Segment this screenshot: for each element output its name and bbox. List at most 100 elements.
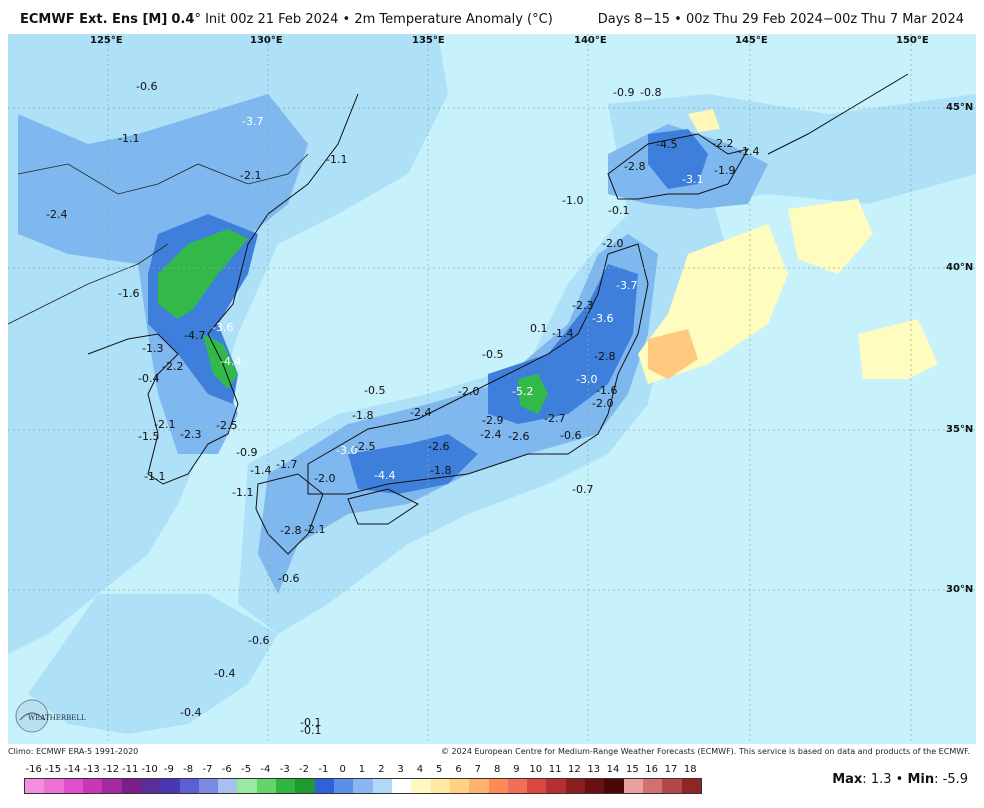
anomaly-label: -0.6 <box>248 634 269 647</box>
colorbar-tick-label: -7 <box>202 764 213 775</box>
colorbar-swatch <box>662 779 682 793</box>
anomaly-label: -2.4 <box>410 406 431 419</box>
colorbar-tick-label: 3 <box>397 764 404 775</box>
header: ECMWF Ext. Ens [M] 0.4° Init 00z 21 Feb … <box>0 0 984 34</box>
anomaly-label: -1.8 <box>352 409 373 422</box>
anomaly-label: -2.2 <box>712 137 733 150</box>
colorbar-tick-label: 8 <box>493 764 501 775</box>
colorbar-tick-label: -13 <box>83 764 100 775</box>
anomaly-warm-core <box>648 329 698 379</box>
anomaly-label: -0.5 <box>482 348 503 361</box>
anomaly-label: -1.3 <box>142 342 163 355</box>
colorbar-swatch <box>623 779 643 793</box>
lon-label: 130°E <box>250 35 283 46</box>
colorbar-tick-label: 7 <box>474 764 482 775</box>
colorbar-tick-label: 10 <box>529 764 543 775</box>
colorbar-swatch <box>179 779 199 793</box>
colorbar-tick-label: 0 <box>339 764 346 775</box>
lon-label: 145°E <box>735 35 768 46</box>
anomaly-label: -0.4 <box>138 372 159 385</box>
anomaly-core-green-korea <box>158 229 248 319</box>
colorbar-tick-label: -8 <box>183 764 194 775</box>
colorbar-swatch <box>527 779 547 793</box>
anomaly-label: -2.5 <box>354 440 375 453</box>
colorbar-swatch <box>411 779 431 793</box>
anomaly-label: -2.7 <box>544 412 565 425</box>
anomaly-label: -2.3 <box>572 299 593 312</box>
anomaly-label: -2.6 <box>508 430 529 443</box>
colorbar-swatch <box>82 779 103 793</box>
anomaly-label: -1.4 <box>250 464 271 477</box>
anomaly-label: -2.5 <box>216 419 237 432</box>
colorbar-tick-label: -2 <box>299 764 310 775</box>
map-canvas: 125°E 130°E 135°E 140°E 145°E 150°E 45°N… <box>8 34 976 744</box>
anomaly-region-light-south <box>28 594 278 734</box>
colorbar-tick-label: -4 <box>260 764 271 775</box>
anomaly-label: -0.6 <box>278 572 299 585</box>
colorbar-swatch <box>449 779 470 793</box>
anomaly-label: -3.6 <box>212 321 233 334</box>
colorbar-tick-label: -16 <box>25 764 42 775</box>
anomaly-label: -1.8 <box>430 464 451 477</box>
anomaly-label: -0.6 <box>136 80 157 93</box>
lon-label: 140°E <box>574 35 607 46</box>
colorbar-swatch <box>334 779 354 793</box>
anomaly-label: -1.4 <box>738 145 759 158</box>
anomaly-label: -1.1 <box>118 132 139 145</box>
anomaly-label: -1.6 <box>118 287 139 300</box>
anomaly-label: -2.0 <box>602 237 623 250</box>
copyright-note: © 2024 European Centre for Medium-Range … <box>441 747 970 756</box>
anomaly-label: -4.7 <box>184 329 205 342</box>
anomaly-label: -0.1 <box>300 716 321 729</box>
latitude-labels: 45°N 40°N 35°N 30°N <box>946 102 973 595</box>
anomaly-label: -1.4 <box>552 327 573 340</box>
anomaly-label: -1.7 <box>276 458 297 471</box>
colorbar-tick-label: -12 <box>102 764 120 775</box>
svg-text:WEATHERBELL: WEATHERBELL <box>28 714 86 722</box>
anomaly-label: -4.5 <box>656 138 677 151</box>
longitude-labels: 125°E 130°E 135°E 140°E 145°E 150°E <box>90 35 929 46</box>
colorbar-tick-label: 1 <box>358 764 366 775</box>
anomaly-label: -2.4 <box>480 428 501 441</box>
anomaly-label: -4.4 <box>220 355 241 368</box>
separator: • <box>895 772 904 787</box>
colorbar-tick-label: 13 <box>587 764 601 775</box>
colorbar-swatch <box>63 779 83 793</box>
anomaly-label: -2.1 <box>240 169 261 182</box>
anomaly-label: -0.9 <box>236 446 257 459</box>
map-title: ECMWF Ext. Ens [M] 0.4° Init 00z 21 Feb … <box>20 12 553 27</box>
colorbar-swatch <box>25 779 45 793</box>
model-name: ECMWF Ext. Ens [M] <box>20 12 168 27</box>
anomaly-label: -1.6 <box>596 384 617 397</box>
colorbar-swatch <box>198 779 219 793</box>
colorbar-tick-label: -11 <box>122 764 139 775</box>
anomaly-map[interactable]: 125°E 130°E 135°E 140°E 145°E 150°E 45°N… <box>8 34 976 744</box>
anomaly-label: -2.0 <box>592 397 613 410</box>
field-name: 2m Temperature Anomaly (°C) <box>354 12 553 27</box>
colorbar-swatch <box>430 779 450 793</box>
anomaly-label: -1.1 <box>326 153 347 166</box>
colorbar-tick-label: 9 <box>513 764 520 775</box>
colorbar-tick-label: -5 <box>241 764 252 775</box>
colorbar-tick-label: -15 <box>44 764 62 775</box>
max-min-readout: Max: 1.3 • Min: -5.9 <box>832 772 968 787</box>
lat-label: 40°N <box>946 262 973 273</box>
anomaly-label: -0.5 <box>364 384 385 397</box>
colorbar-tick-label: -10 <box>141 764 158 775</box>
anomaly-core-green-honshu <box>518 374 548 414</box>
anomaly-label: -3.7 <box>242 115 263 128</box>
anomaly-label: -1.0 <box>562 194 583 207</box>
colorbar-tick-label: 15 <box>625 764 639 775</box>
colorbar-tick-label: -3 <box>279 764 290 775</box>
separator: • <box>342 12 351 27</box>
anomaly-label: -0.1 <box>608 204 629 217</box>
anomaly-label: -2.8 <box>594 350 615 363</box>
colorbar-tick-label: -9 <box>163 764 174 775</box>
min-value: -5.9 <box>942 772 968 787</box>
anomaly-label: -2.6 <box>428 440 449 453</box>
min-label: Min <box>907 772 935 787</box>
anomaly-label: -0.7 <box>572 483 593 496</box>
colorbar-tick-label: -6 <box>221 764 232 775</box>
anomaly-label: -1.1 <box>144 470 165 483</box>
anomaly-label: -4.4 <box>374 469 395 482</box>
